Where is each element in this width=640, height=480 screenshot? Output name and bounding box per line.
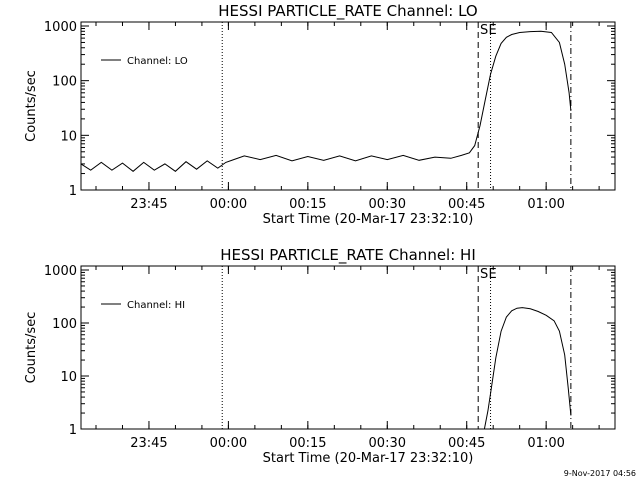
x-tick-label: 00:15 [289,197,326,212]
chart-title: HESSI PARTICLE_RATE Channel: LO [218,2,477,21]
x-tick-label: 00:00 [210,436,247,451]
x-tick-label: 00:30 [369,197,406,212]
footer-timestamp: 9-Nov-2017 04:56 [564,469,636,478]
x-tick-label: 00:45 [448,197,485,212]
y-tick-label: 10 [60,370,77,385]
series-line [483,307,572,430]
event-marker-label: E [488,23,496,38]
x-tick-label: 00:15 [289,436,326,451]
x-tick-label: 01:00 [527,197,564,212]
y-tick-label: 1 [69,184,77,199]
x-axis-label: Start Time (20-Mar-17 23:32:10) [263,212,474,227]
x-axis-label: Start Time (20-Mar-17 23:32:10) [263,451,474,466]
y-tick-label: 1000 [44,20,77,35]
x-tick-label: 00:45 [448,436,485,451]
y-axis-label: Counts/sec [24,312,39,384]
event-marker-label: S [480,23,488,38]
legend-entry: Channel: HI [127,300,185,311]
x-tick-label: 23:45 [130,436,167,451]
x-tick-label: 23:45 [130,197,167,212]
y-tick-label: 100 [52,317,77,332]
event-marker-label: E [488,267,496,282]
x-tick-label: 00:00 [210,197,247,212]
y-tick-label: 10 [60,129,77,144]
series-line [80,30,572,172]
y-tick-label: 1 [69,423,77,438]
chart-panel-2: HESSI PARTICLE_RATE Channel: HI 23:45 00:0… [24,246,616,466]
plot-frame [80,21,616,191]
y-tick-label: 1000 [44,264,77,279]
plot-frame [80,265,616,430]
legend-entry: Channel: LO [127,56,188,67]
event-marker-label: S [480,267,488,282]
y-axis-label: Counts/sec [24,70,39,142]
x-tick-label: 01:00 [527,436,564,451]
chart-title: HESSI PARTICLE_RATE Channel: HI [220,246,476,265]
chart-panel-1: HESSI PARTICLE_RATE Channel: LO 23:45 00:0… [24,2,616,227]
y-tick-label: 100 [52,75,77,90]
x-tick-label: 00:30 [369,436,406,451]
